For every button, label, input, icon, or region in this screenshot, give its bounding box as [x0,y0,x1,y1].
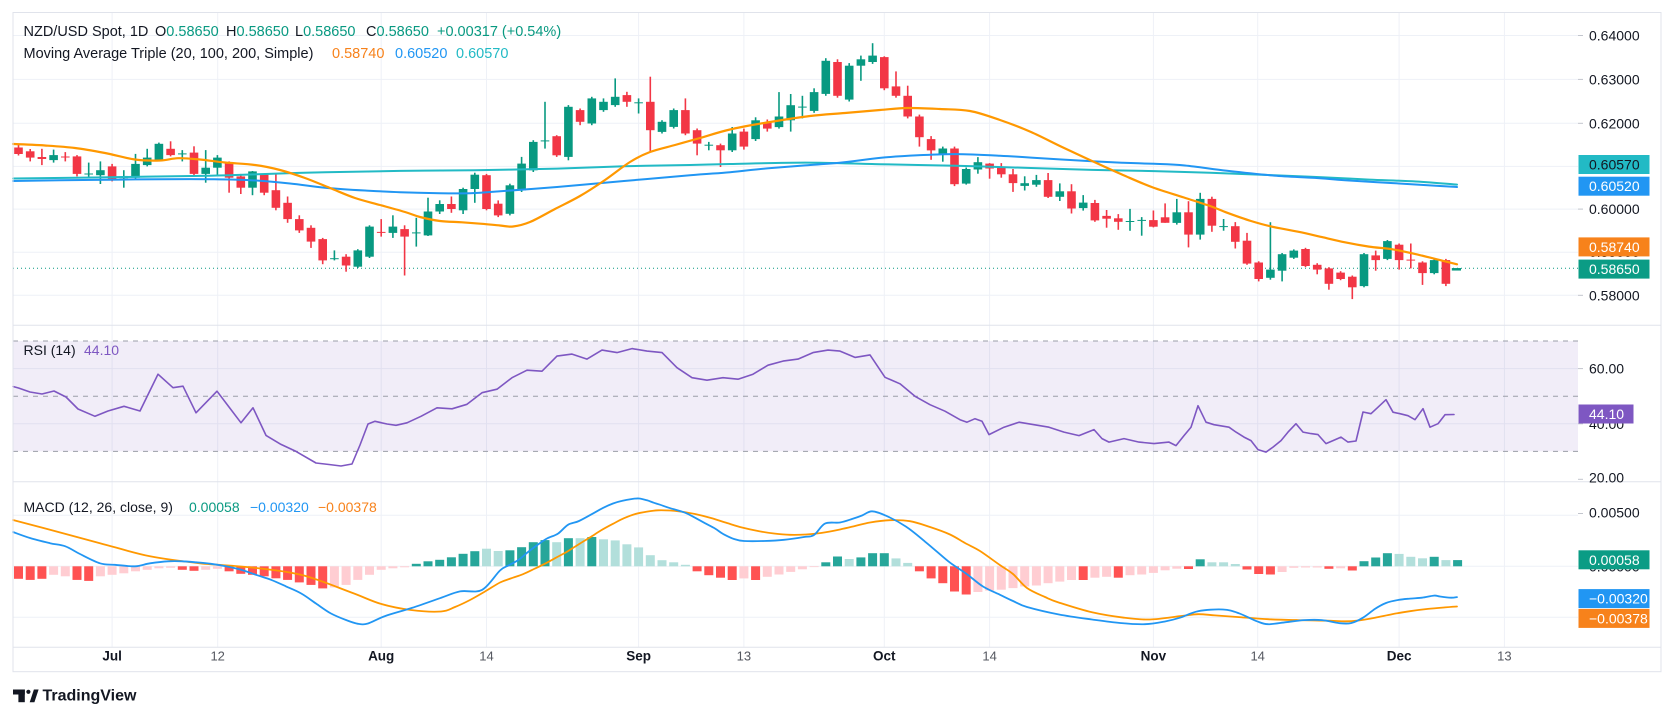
svg-text:0.00058: 0.00058 [1589,552,1640,568]
svg-text:0.58740: 0.58740 [1589,239,1640,255]
svg-text:Aug: Aug [368,649,394,664]
svg-text:0.58650: 0.58650 [1589,261,1640,277]
svg-text:−0.00378: −0.00378 [1589,610,1648,626]
svg-text:0.63000: 0.63000 [1589,71,1640,87]
svg-text:14: 14 [982,649,996,664]
svg-text:60.00: 60.00 [1589,361,1624,377]
svg-text:Dec: Dec [1387,649,1412,664]
svg-text:Moving Average Triple (20, 100: Moving Average Triple (20, 100, 200, Sim… [24,46,509,62]
svg-text:0.60570: 0.60570 [1589,157,1640,173]
svg-text:Jul: Jul [102,649,122,664]
svg-text:−0.00320: −0.00320 [1589,591,1648,607]
svg-text:RSI (14)44.10: RSI (14) 44.10 [24,342,120,358]
svg-text:0.64000: 0.64000 [1589,28,1640,44]
svg-text:13: 13 [737,649,751,664]
svg-text:13: 13 [1497,649,1511,664]
svg-text:20.00: 20.00 [1589,470,1624,486]
svg-text:14: 14 [479,649,493,664]
svg-text:MACD (12, 26, close, 9)0.00058: MACD (12, 26, close, 9) 0.00058 −0.00320 −0… [24,499,377,515]
svg-text:0.58000: 0.58000 [1589,287,1640,303]
svg-text:TradingView: TradingView [43,688,138,705]
svg-text:14: 14 [1250,649,1264,664]
svg-text:12: 12 [210,649,224,664]
svg-text:Oct: Oct [873,649,896,664]
svg-text:0.62000: 0.62000 [1589,115,1640,131]
svg-text:Sep: Sep [626,649,651,664]
svg-text:Nov: Nov [1141,649,1167,664]
svg-text:0.60000: 0.60000 [1589,201,1640,217]
svg-text:0.60520: 0.60520 [1589,178,1640,194]
svg-text:0.00500: 0.00500 [1589,505,1640,521]
svg-text:44.10: 44.10 [1589,406,1624,422]
